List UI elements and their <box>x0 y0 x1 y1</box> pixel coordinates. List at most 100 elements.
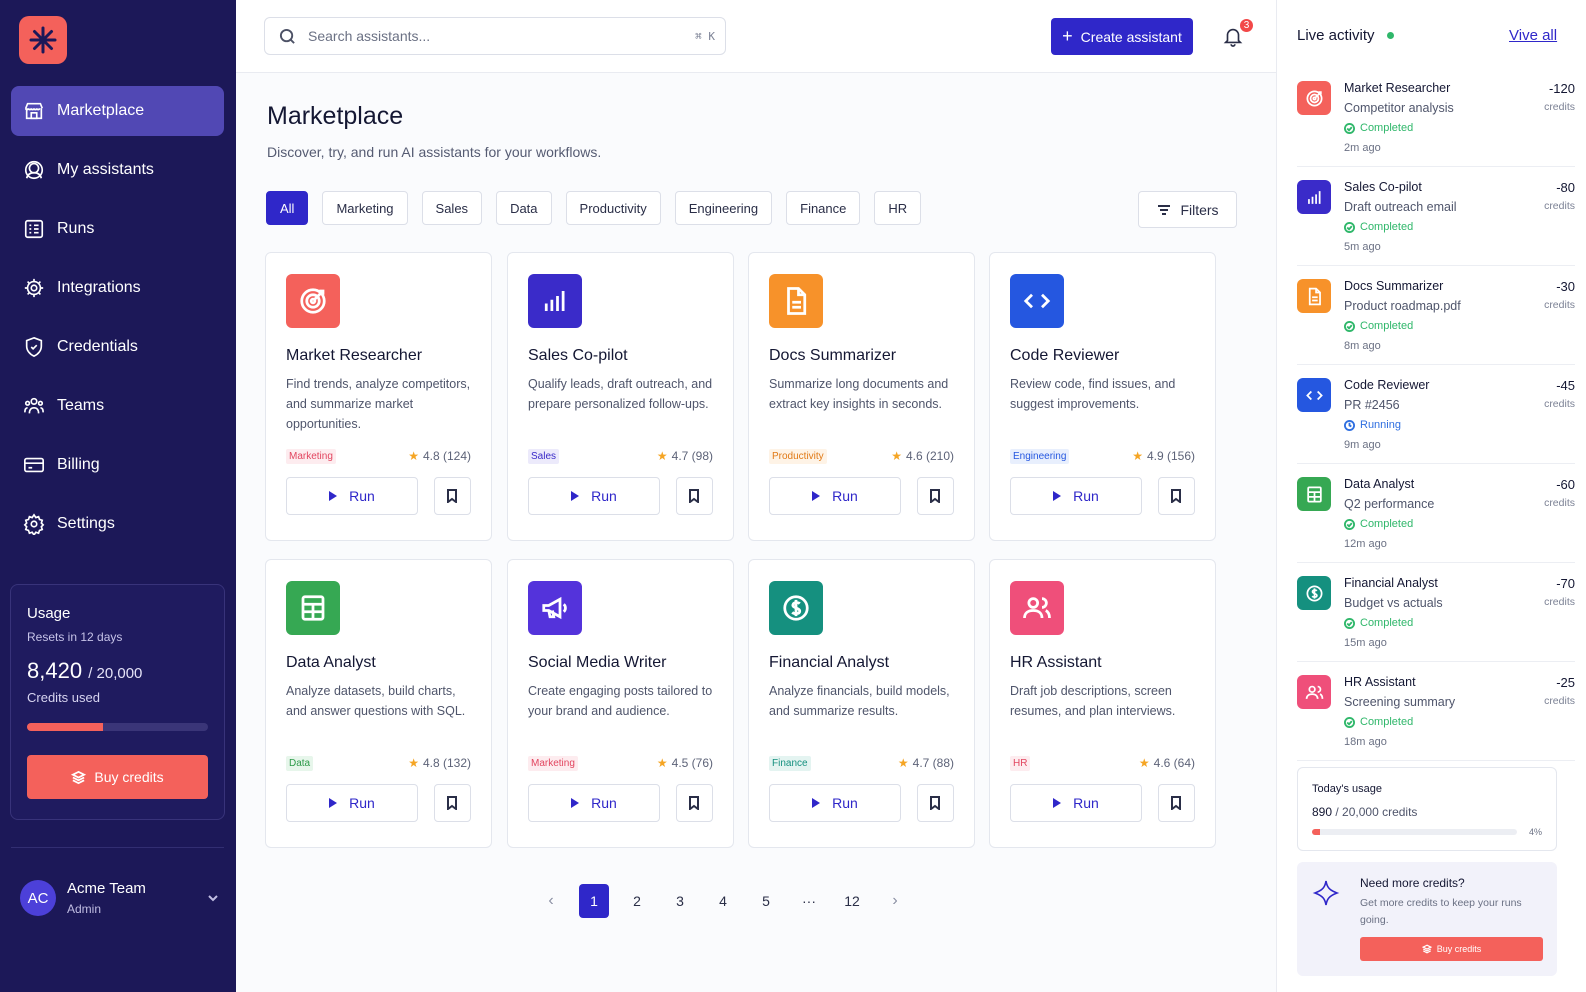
sidebar-item-credentials[interactable]: Credentials <box>11 322 224 372</box>
play-icon <box>571 491 580 501</box>
activity-header: Live activity <box>1297 27 1394 44</box>
bookmark-button[interactable] <box>433 477 471 515</box>
page-4[interactable]: 4 <box>719 893 727 909</box>
run-button[interactable]: Run <box>528 784 660 822</box>
assistant-card[interactable]: HR Assistant Draft job descriptions, scre… <box>989 559 1216 848</box>
page-2[interactable]: 2 <box>633 893 641 909</box>
sidebar-item-integrations[interactable]: Integrations <box>11 263 224 313</box>
assistant-description: Create engaging posts tailored to your b… <box>528 684 713 718</box>
todays-usage-progress-fill <box>1312 829 1321 835</box>
bookmark-button[interactable] <box>675 477 713 515</box>
activity-task: Draft outreach email <box>1344 200 1457 214</box>
star-icon: ★ <box>408 449 419 463</box>
category-tag[interactable]: Sales <box>528 448 560 464</box>
usage-title: Usage <box>27 605 71 622</box>
assistant-card[interactable]: Market Researcher Find trends, analyze co… <box>265 252 492 541</box>
todays-usage-value: 890 / 20,000 credits <box>1312 805 1542 819</box>
tab-productivity[interactable]: Productivity <box>565 191 661 225</box>
page-5[interactable]: 5 <box>762 893 770 909</box>
sidebar-item-my-assistants[interactable]: My assistants <box>11 145 224 195</box>
sidebar-item-label: Integrations <box>57 279 141 296</box>
activity-item[interactable]: Code Reviewer PR #2456 Running 9m ago -45 cre… <box>1297 365 1575 464</box>
assistant-icon-tile <box>1010 274 1064 328</box>
create-assistant-button[interactable]: + Create assistant <box>1051 18 1193 55</box>
asterisk-logo[interactable] <box>19 16 67 64</box>
category-tag[interactable]: Finance <box>769 755 811 771</box>
page-3[interactable]: 3 <box>676 893 684 909</box>
sidebar-item-marketplace[interactable]: Marketplace <box>11 86 224 136</box>
team-switcher[interactable]: AC Acme Team Admin <box>20 876 220 920</box>
run-label: Run <box>349 488 375 504</box>
buy-credits-button[interactable]: Buy credits <box>27 755 208 799</box>
run-button[interactable]: Run <box>1010 477 1142 515</box>
activity-status-label: Completed <box>1360 518 1414 530</box>
bookmark-button[interactable] <box>1157 477 1195 515</box>
filters-button[interactable]: Filters <box>1138 191 1237 228</box>
bookmark-button[interactable] <box>675 784 713 822</box>
activity-item[interactable]: HR Assistant Screening summary Completed 18… <box>1297 662 1575 761</box>
category-tag[interactable]: Engineering <box>1010 448 1070 464</box>
assistant-card[interactable]: Sales Co-pilot Qualify leads, draft outre… <box>507 252 734 541</box>
bookmark-button[interactable] <box>916 784 954 822</box>
assistant-description: Analyze financials, build models, and su… <box>769 684 950 718</box>
run-button[interactable]: Run <box>528 477 660 515</box>
assistant-icon-tile <box>769 274 823 328</box>
assistant-card[interactable]: Data Analyst Analyze datasets, build char… <box>265 559 492 848</box>
assistant-card[interactable]: Financial Analyst Analyze financials, bui… <box>748 559 975 848</box>
activity-item[interactable]: Data Analyst Q2 performance Completed 12m a… <box>1297 464 1575 563</box>
notifications-button[interactable]: 3 <box>1222 17 1255 49</box>
tab-all[interactable]: All <box>266 191 309 225</box>
assistant-card[interactable]: Docs Summarizer Summarize long documents … <box>748 252 975 541</box>
prev-page-button[interactable]: ‹ <box>548 892 554 909</box>
sidebar-item-teams[interactable]: Teams <box>11 381 224 431</box>
activity-item[interactable]: Docs Summarizer Product roadmap.pdf Comple… <box>1297 266 1575 365</box>
activity-item[interactable]: Sales Co-pilot Draft outreach email Comple… <box>1297 167 1575 266</box>
activity-item[interactable]: Market Researcher Competitor analysis Comp… <box>1297 68 1575 167</box>
assistant-card[interactable]: Code Reviewer Review code, find issues, a… <box>989 252 1216 541</box>
assistant-card[interactable]: Social Media Writer Create engaging posts… <box>507 559 734 848</box>
category-tag[interactable]: Marketing <box>528 755 578 771</box>
tab-data[interactable]: Data <box>496 191 552 225</box>
bookmark-button[interactable] <box>433 784 471 822</box>
activity-status: Completed <box>1344 320 1413 332</box>
run-button[interactable]: Run <box>286 784 418 822</box>
tab-engineering[interactable]: Engineering <box>674 191 773 225</box>
bookmark-icon <box>1171 489 1182 503</box>
create-assistant-label: Create assistant <box>1080 28 1182 45</box>
run-label: Run <box>1073 488 1099 504</box>
bookmark-button[interactable] <box>1157 784 1195 822</box>
assistant-meta: Productivity ★ 4.6 (210) <box>769 446 954 466</box>
run-button[interactable]: Run <box>1010 784 1142 822</box>
sidebar-item-settings[interactable]: Settings <box>11 499 224 549</box>
filters-label: Filters <box>1180 201 1219 218</box>
run-button[interactable]: Run <box>769 477 901 515</box>
category-tag[interactable]: HR <box>1010 755 1031 771</box>
tab-finance[interactable]: Finance <box>786 191 861 225</box>
usage-used: 8,420 <box>27 658 83 683</box>
sidebar-item-billing[interactable]: Billing <box>11 440 224 490</box>
activity-item[interactable]: Financial Analyst Budget vs actuals Comple… <box>1297 563 1575 662</box>
promo-buy-credits-button[interactable]: Buy credits <box>1360 937 1543 961</box>
play-icon <box>812 798 821 808</box>
view-all-link[interactable]: Vive all <box>1509 27 1558 44</box>
run-button[interactable]: Run <box>769 784 901 822</box>
search-input[interactable]: Search assistants... ⌘ K <box>264 17 726 55</box>
activity-status: Completed <box>1344 221 1413 233</box>
category-tag[interactable]: Productivity <box>769 448 827 464</box>
tab-sales[interactable]: Sales <box>421 191 483 225</box>
bell-icon <box>1223 28 1243 47</box>
sidebar-item-runs[interactable]: Runs <box>11 204 224 254</box>
category-tag[interactable]: Data <box>286 755 314 771</box>
page-12[interactable]: 12 <box>844 893 860 909</box>
bookmark-button[interactable] <box>916 477 954 515</box>
run-button[interactable]: Run <box>286 477 418 515</box>
activity-time: 15m ago <box>1344 637 1387 649</box>
next-page-button[interactable]: › <box>892 892 898 909</box>
tab-hr[interactable]: HR <box>874 191 922 225</box>
tab-marketing[interactable]: Marketing <box>322 191 408 225</box>
pagination-ellipsis[interactable]: ··· <box>802 893 816 909</box>
assistant-rating: ★ 4.7 (88) <box>898 756 954 770</box>
category-tag[interactable]: Marketing <box>286 448 336 464</box>
assistant-rating: ★ 4.8 (132) <box>408 756 471 770</box>
page-1[interactable]: 1 <box>579 884 609 918</box>
